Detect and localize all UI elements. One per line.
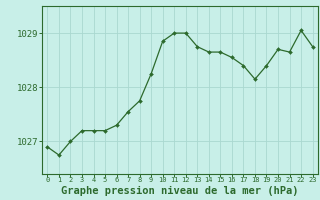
X-axis label: Graphe pression niveau de la mer (hPa): Graphe pression niveau de la mer (hPa) (61, 186, 299, 196)
